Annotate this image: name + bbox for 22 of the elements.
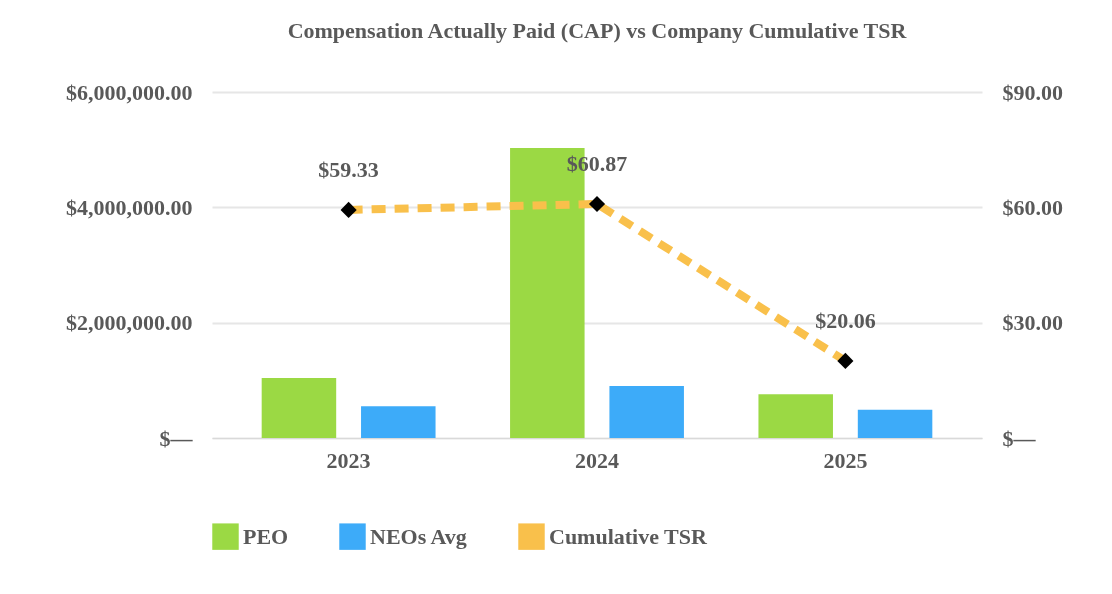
legend-label: NEOs Avg [370,523,467,549]
bar [857,409,933,438]
legend-label: Cumulative TSR [549,523,709,549]
x-tick-label: 2025 [823,447,868,473]
legend-label: PEO [243,523,289,549]
bar [609,386,684,438]
x-tick-label: 2024 [575,447,619,473]
y-tick-label: $— [159,425,194,451]
data-label: $20.06 [815,307,876,333]
y2-tick-label: $90.00 [1002,79,1063,105]
y-tick-label: $2,000,000.00 [66,310,193,336]
y-tick-label: $4,000,000.00 [66,194,193,220]
y2-tick-label: $— [1002,425,1037,451]
y-tick-label: $6,000,000.00 [66,79,193,105]
bar [758,394,833,438]
x-tick-label: 2023 [326,447,371,473]
bar [261,378,337,438]
y2-tick-label: $60.00 [1002,194,1063,220]
y2-tick-label: $30.00 [1002,310,1063,336]
chart-title: Compensation Actually Paid (CAP) vs Company Cumulative TSR [287,18,908,43]
data-label: $59.33 [318,156,379,182]
bar [361,406,436,438]
